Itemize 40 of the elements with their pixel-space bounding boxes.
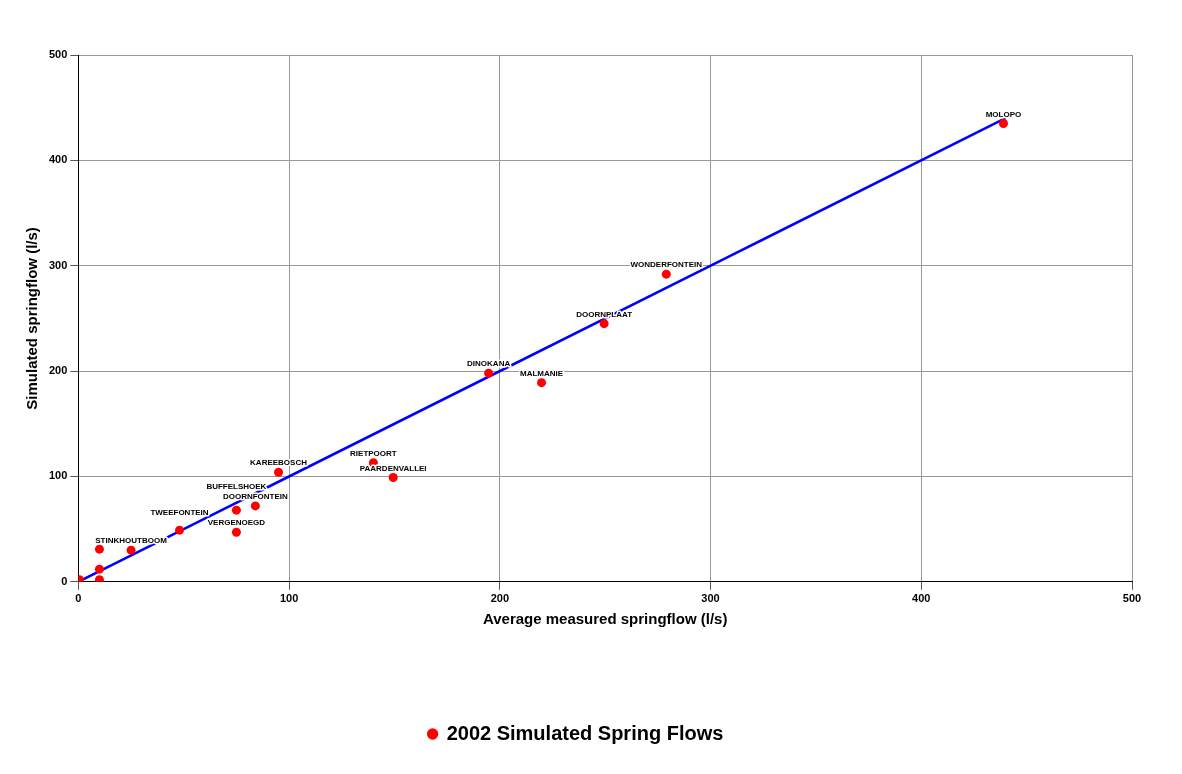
- point: [998, 118, 1008, 128]
- y-tick-label: 200: [48, 364, 68, 377]
- point: [274, 467, 284, 477]
- point: [126, 545, 136, 555]
- point: [599, 319, 609, 329]
- point: [94, 564, 104, 574]
- y-tick-label: 0: [61, 574, 68, 587]
- y-tick-label: 300: [48, 258, 68, 271]
- annotation: VERGENOEGD: [207, 518, 266, 528]
- x-tick-label: 400: [912, 592, 931, 605]
- y-axis-title: Simulated springflow (l/s): [23, 227, 41, 410]
- x-tick-label: 0: [75, 592, 82, 605]
- point: [231, 527, 241, 537]
- x-axis-title: Average measured springflow (l/s): [482, 610, 728, 628]
- annotation: DINOKANA: [467, 359, 511, 369]
- point: [94, 575, 104, 582]
- point: [661, 269, 671, 279]
- y-tick-label: 100: [48, 469, 68, 482]
- x-tick-label: 200: [490, 592, 509, 605]
- point: [175, 525, 184, 535]
- annotation: MALMANIE: [519, 368, 564, 378]
- annotation: MOLOPO: [985, 109, 1022, 119]
- annotation: RIETPOORT: [350, 448, 397, 458]
- legend-label: 2002 Simulated Spring Flows: [446, 721, 724, 744]
- annotation: WONDERFONTEIN: [630, 260, 703, 270]
- annotation: BUFFELSHOEK: [206, 482, 267, 492]
- annotation: PAARDENVALLEI: [359, 463, 427, 473]
- annotation: TWEEFONTEIN: [150, 508, 209, 518]
- x-tick-label: 500: [1122, 592, 1142, 605]
- point: [94, 544, 104, 554]
- point: [484, 368, 494, 378]
- point: [388, 472, 398, 482]
- x-tick-label: 100: [279, 592, 299, 605]
- y-tick-label: 400: [48, 153, 68, 166]
- x-tick-label: 300: [701, 592, 720, 605]
- annotation: KAREEBOSCH: [250, 458, 308, 468]
- point: [250, 501, 260, 511]
- point: [537, 378, 547, 388]
- point: [231, 505, 241, 515]
- y-tick-label: 500: [48, 48, 68, 61]
